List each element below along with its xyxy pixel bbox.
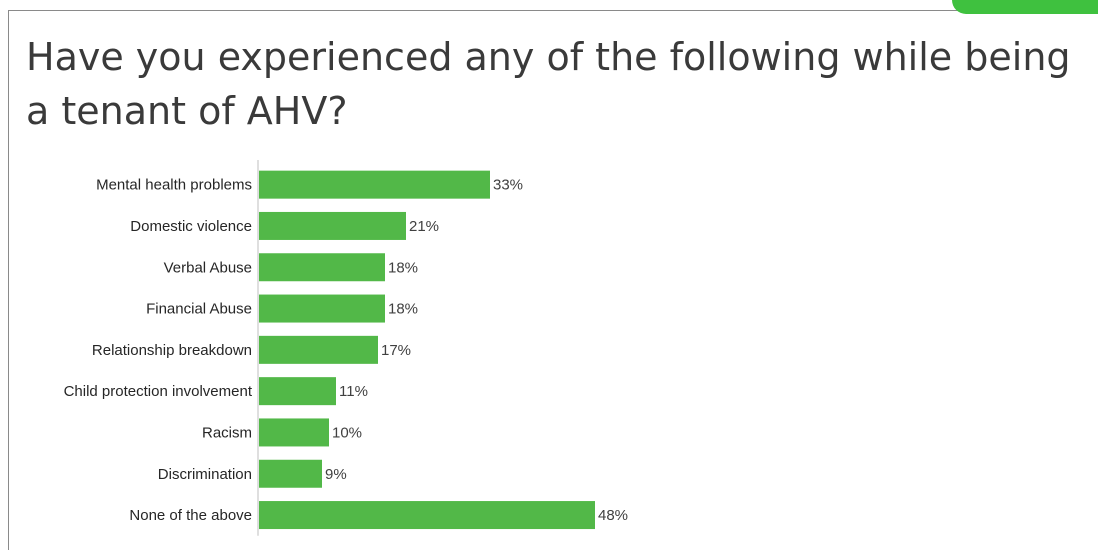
category-label-relationship-breakdown: Relationship breakdown [92, 342, 252, 359]
bar-discrimination [259, 459, 322, 488]
value-label-discrimination: 9% [325, 466, 347, 483]
value-label-racism: 10% [332, 424, 362, 441]
value-label-child-protection-involvement: 11% [339, 383, 368, 400]
category-label-domestic-violence: Domestic violence [130, 218, 252, 235]
slide-frame [8, 10, 1098, 550]
category-label-none-of-the-above: None of the above [129, 507, 252, 524]
value-label-relationship-breakdown: 17% [381, 342, 411, 359]
corner-accent [952, 0, 1098, 14]
chart-title: Have you experienced any of the followin… [26, 35, 1071, 133]
category-label-mental-health-problems: Mental health problems [96, 177, 252, 194]
category-label-racism: Racism [202, 424, 252, 441]
category-label-financial-abuse: Financial Abuse [146, 301, 252, 318]
value-label-domestic-violence: 21% [409, 218, 439, 235]
bar-verbal-abuse [259, 253, 385, 282]
category-label-verbal-abuse: Verbal Abuse [164, 259, 252, 276]
bar-relationship-breakdown [259, 335, 378, 364]
value-label-none-of-the-above: 48% [598, 507, 628, 524]
value-label-mental-health-problems: 33% [493, 177, 523, 194]
category-label-child-protection-involvement: Child protection involvement [64, 383, 253, 400]
bar-mental-health-problems [259, 170, 490, 199]
bar-child-protection-involvement [259, 377, 336, 406]
value-label-verbal-abuse: 18% [388, 259, 418, 276]
bar-none-of-the-above [259, 501, 595, 530]
bars-group: Mental health problems 33% Domestic violen… [64, 170, 628, 530]
bar-financial-abuse [259, 294, 385, 323]
category-label-discrimination: Discrimination [158, 466, 252, 483]
bar-chart: Mental health problems 33% Domestic violen… [64, 160, 628, 536]
value-label-financial-abuse: 18% [388, 301, 418, 318]
bar-domestic-violence [259, 211, 406, 240]
bar-racism [259, 418, 329, 447]
